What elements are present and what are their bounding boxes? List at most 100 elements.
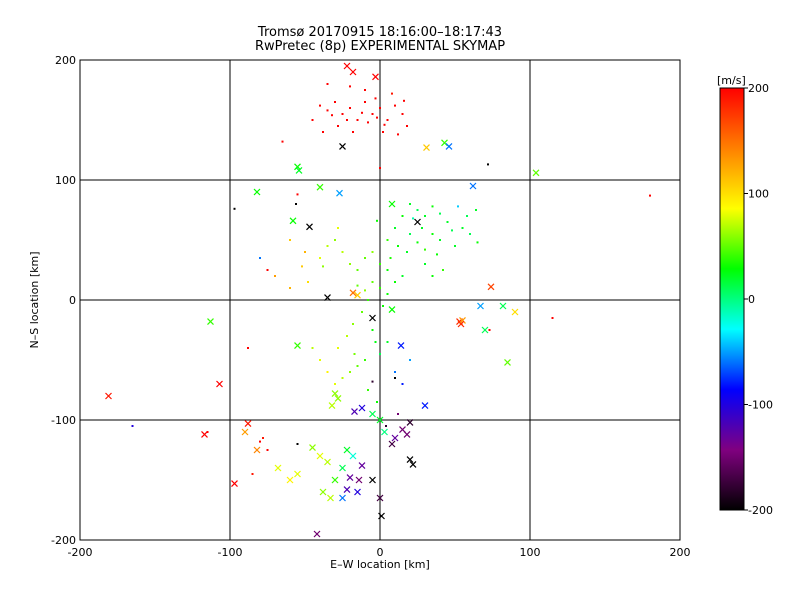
chart-title: Tromsø 20170915 18:16:00–18:17:43 (257, 25, 502, 40)
data-point-cross (414, 218, 421, 226)
data-point-dot (352, 131, 354, 133)
data-point-dot (367, 121, 369, 124)
data-point-dot (326, 245, 329, 247)
data-point-dot (476, 241, 479, 244)
data-point-cross (369, 314, 376, 322)
data-point-dot (334, 383, 336, 385)
y-tick-label: 100 (55, 174, 76, 187)
data-point-cross (481, 326, 489, 334)
data-point-dot (311, 347, 314, 349)
x-tick-label: 100 (520, 546, 541, 559)
data-point-dot (334, 101, 336, 103)
data-point-cross (289, 217, 297, 225)
data-point-dot (487, 163, 489, 166)
data-point-cross (294, 163, 301, 171)
data-point-cross (244, 420, 252, 428)
data-point-dot (289, 287, 291, 289)
data-point-dot (371, 329, 374, 331)
data-point-cross (324, 458, 331, 466)
data-point-cross (388, 200, 396, 208)
data-point-cross (369, 410, 376, 418)
data-point-cross (313, 530, 321, 538)
data-point-dot (361, 311, 363, 313)
data-point-dot (394, 104, 396, 107)
data-point-dot (424, 263, 426, 265)
data-point-cross (231, 480, 238, 488)
data-point-dot (326, 83, 329, 85)
data-point-dot (466, 215, 468, 217)
data-point-cross (349, 68, 357, 76)
data-point-cross (349, 452, 357, 460)
data-point-dot (454, 245, 456, 247)
data-point-dot (431, 233, 434, 235)
data-point-dot (259, 440, 261, 443)
data-point-dot (461, 227, 464, 229)
data-point-dot (382, 131, 384, 133)
data-point-cross (421, 402, 429, 410)
data-point-dot (374, 97, 377, 100)
data-point-dot (649, 194, 651, 197)
data-point-dot (341, 251, 344, 253)
data-point-dot (356, 119, 359, 121)
data-point-dot (296, 193, 299, 196)
data-point-dot (451, 229, 453, 232)
data-point-cross (339, 464, 346, 472)
data-point-cross (343, 486, 351, 494)
data-point-cross (423, 144, 430, 152)
data-point-cross (469, 182, 477, 190)
data-point-dot (301, 265, 303, 268)
data-point-dot (326, 371, 329, 373)
data-point-dot (307, 281, 309, 283)
data-point-dot (394, 371, 396, 373)
data-point-dot (397, 245, 399, 247)
data-point-cross (376, 416, 384, 424)
data-point-dot (319, 104, 321, 107)
data-point-cross (319, 488, 327, 496)
data-point-cross (372, 73, 379, 81)
data-point-dot (334, 239, 336, 241)
data-point-dot (439, 212, 441, 215)
data-point-dot (319, 359, 321, 361)
chart-subtitle: RwPretec (8p) EXPERIMENTAL SKYMAP (255, 39, 505, 54)
colorbar: [m/s] 200 100 0 -100 -200 (717, 74, 773, 517)
data-point-cross (406, 418, 414, 426)
data-point-dot (397, 133, 399, 136)
data-point-cross (349, 289, 357, 297)
data-point-dot (371, 281, 374, 283)
data-point-cross (105, 392, 112, 400)
data-point-cross (241, 428, 249, 436)
data-point-dot (376, 401, 378, 403)
data-point-dot (376, 116, 378, 119)
data-point-dot (361, 111, 363, 114)
data-point-cross (316, 452, 324, 460)
data-point-dot (457, 205, 459, 208)
data-point-dot (349, 107, 351, 109)
data-point-cross (346, 474, 354, 482)
data-point-dot (379, 287, 381, 289)
data-point-cross (388, 440, 396, 448)
data-point-dot (379, 167, 381, 169)
data-point-cross (499, 302, 507, 310)
data-point-dot (409, 203, 411, 205)
data-point-cross (477, 302, 484, 310)
data-point-cross (409, 460, 417, 468)
data-point-dot (206, 431, 209, 433)
data-point-cross (459, 316, 466, 324)
data-point-dot (401, 215, 404, 217)
data-point-dot (439, 239, 441, 241)
data-point-cross (324, 294, 331, 302)
x-tick-label: 200 (670, 546, 691, 559)
data-point-dot (341, 113, 344, 115)
data-point-cross (216, 380, 223, 388)
data-point-dot (349, 85, 351, 88)
data-point-dot (356, 269, 359, 271)
data-point-dot (386, 293, 389, 295)
data-point-cross (334, 394, 342, 402)
data-point-dot (409, 359, 411, 361)
data-point-dot (383, 123, 386, 126)
data-point-dot (379, 263, 381, 265)
data-point-dot (385, 425, 387, 427)
data-point-cross (388, 306, 396, 314)
data-point-cross (378, 512, 385, 520)
